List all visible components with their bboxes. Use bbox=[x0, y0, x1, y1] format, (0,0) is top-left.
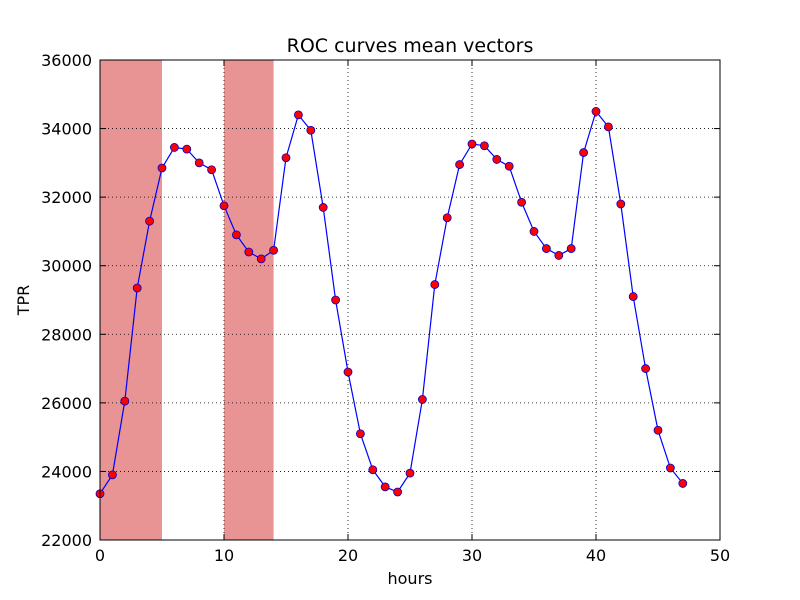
data-point-2 bbox=[120, 396, 130, 406]
x-axis-label: hours bbox=[388, 569, 433, 588]
series-layer bbox=[95, 107, 688, 499]
data-point-29 bbox=[455, 160, 465, 169]
ticks: 0 10 20 30 40 50 22000 24000 26000 28000 30000 3200… bbox=[41, 51, 730, 565]
x-tick-label: 10 bbox=[214, 546, 234, 565]
shaded-region-1 bbox=[100, 60, 162, 540]
y-tick-label: 24000 bbox=[41, 462, 92, 481]
data-point-15 bbox=[281, 153, 291, 163]
data-point-31 bbox=[479, 141, 489, 151]
data-point-24 bbox=[393, 487, 403, 497]
data-point-44 bbox=[641, 364, 650, 373]
data-point-42 bbox=[616, 199, 626, 209]
y-tick-label: 32000 bbox=[41, 188, 92, 207]
data-point-45 bbox=[653, 425, 663, 435]
data-point-18 bbox=[318, 203, 328, 212]
x-tick-label: 20 bbox=[338, 546, 358, 565]
data-point-35 bbox=[529, 227, 539, 236]
y-tick-label: 28000 bbox=[41, 325, 92, 344]
x-tick-label: 30 bbox=[462, 546, 482, 565]
y-tick-label: 22000 bbox=[41, 531, 92, 550]
y-axis-label: TPR bbox=[14, 285, 33, 317]
data-point-6 bbox=[169, 143, 179, 152]
data-point-47 bbox=[678, 479, 688, 488]
y-tick-label: 34000 bbox=[41, 120, 92, 139]
data-point-27 bbox=[430, 280, 440, 289]
data-point-40 bbox=[591, 107, 601, 116]
data-point-10 bbox=[219, 201, 229, 211]
data-point-4 bbox=[145, 216, 155, 226]
x-tick-label: 0 bbox=[95, 546, 105, 565]
data-point-22 bbox=[368, 465, 378, 475]
data-point-39 bbox=[579, 148, 588, 157]
x-tick-label: 50 bbox=[710, 546, 730, 565]
y-tick-label: 26000 bbox=[41, 394, 92, 413]
data-point-11 bbox=[231, 230, 241, 240]
data-point-34 bbox=[517, 197, 526, 207]
data-point-16 bbox=[293, 110, 303, 120]
data-point-7 bbox=[182, 144, 192, 154]
x-tick-label: 40 bbox=[586, 546, 606, 565]
chart-title: ROC curves mean vectors bbox=[287, 35, 534, 57]
shaded-region-2 bbox=[224, 60, 274, 540]
data-point-25 bbox=[405, 468, 415, 478]
data-point-23 bbox=[380, 482, 390, 492]
data-point-5 bbox=[157, 163, 167, 173]
data-point-1 bbox=[108, 470, 117, 480]
data-point-9 bbox=[207, 165, 217, 175]
data-point-32 bbox=[492, 155, 502, 164]
data-point-21 bbox=[355, 429, 365, 439]
data-point-3 bbox=[132, 283, 142, 293]
data-point-19 bbox=[331, 295, 341, 305]
data-point-17 bbox=[306, 125, 316, 135]
data-point-14 bbox=[269, 245, 279, 255]
data-point-41 bbox=[604, 122, 613, 132]
data-point-26 bbox=[417, 395, 427, 404]
data-point-43 bbox=[628, 292, 638, 301]
data-point-46 bbox=[666, 463, 675, 473]
y-tick-label: 36000 bbox=[41, 51, 92, 70]
data-point-12 bbox=[244, 247, 254, 257]
y-tick-label: 30000 bbox=[41, 257, 92, 276]
data-point-33 bbox=[504, 161, 514, 171]
data-point-36 bbox=[542, 244, 551, 253]
data-point-13 bbox=[256, 254, 266, 264]
data-point-8 bbox=[194, 158, 204, 168]
data-point-37 bbox=[554, 251, 564, 260]
data-point-38 bbox=[566, 244, 576, 253]
plot-frame bbox=[99, 59, 721, 541]
shaded-regions bbox=[100, 60, 274, 540]
data-point-20 bbox=[343, 367, 353, 377]
data-point-28 bbox=[442, 213, 452, 223]
data-point-30 bbox=[467, 139, 477, 149]
